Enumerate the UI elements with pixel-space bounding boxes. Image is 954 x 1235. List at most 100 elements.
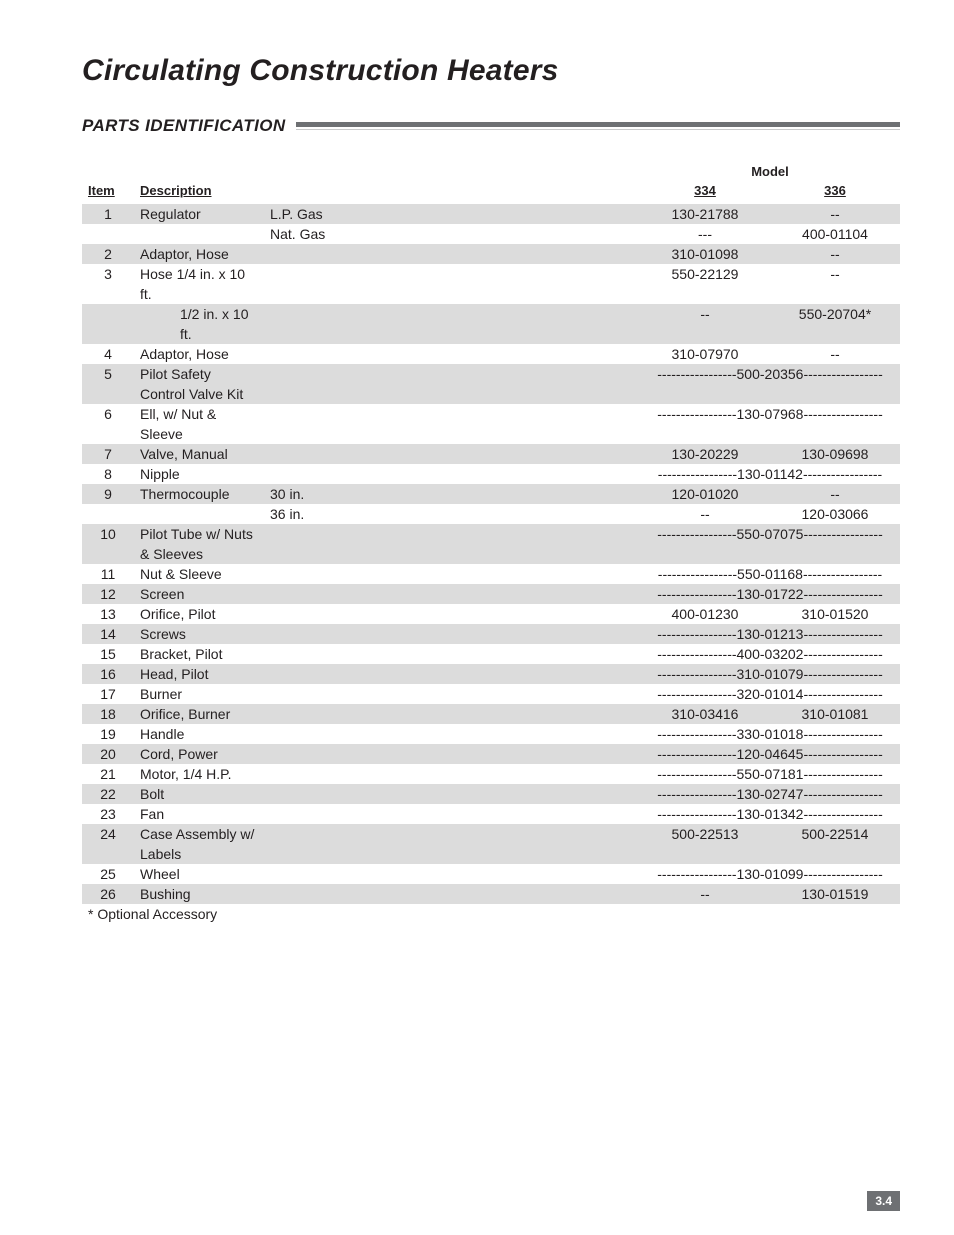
section-rule [296, 122, 901, 130]
cell-subdescription [264, 744, 640, 764]
section-title: PARTS IDENTIFICATION [82, 116, 286, 136]
footnote: * Optional Accessory [82, 904, 900, 922]
cell-item: 26 [82, 884, 134, 904]
cell-model-336: 310-01081 [770, 704, 900, 724]
cell-span-value: -----------------310-01079--------------… [640, 664, 900, 684]
cell-model-336: -- [770, 244, 900, 264]
table-model-header-row: Model [82, 164, 900, 181]
cell-span-value: -----------------130-01722--------------… [640, 584, 900, 604]
cell-model-336: 500-22514 [770, 824, 900, 864]
cell-item: 19 [82, 724, 134, 744]
cell-span-value: -----------------130-01099--------------… [640, 864, 900, 884]
cell-item [82, 224, 134, 244]
cell-subdescription [264, 444, 640, 464]
cell-description: Fan [134, 804, 264, 824]
table-row: 19Handle -----------------330-01018------… [82, 724, 900, 744]
cell-model-336: -- [770, 204, 900, 224]
cell-subdescription [264, 624, 640, 644]
cell-span-value: -----------------130-01342--------------… [640, 804, 900, 824]
table-row: 18Orifice, Burner310-03416310-01081 [82, 704, 900, 724]
table-row: 9Thermocouple30 in.120-01020-- [82, 484, 900, 504]
cell-subdescription: 36 in. [264, 504, 640, 524]
table-row: 12Screen-----------------130-01722------… [82, 584, 900, 604]
cell-subdescription [264, 864, 640, 884]
table-row: 7Valve, Manual130-20229130-09698 [82, 444, 900, 464]
cell-subdescription [264, 564, 640, 584]
cell-item: 25 [82, 864, 134, 884]
cell-item: 2 [82, 244, 134, 264]
cell-subdescription [264, 244, 640, 264]
cell-item: 1 [82, 204, 134, 224]
cell-model-334: 550-22129 [640, 264, 770, 304]
cell-description: Handle [134, 724, 264, 744]
parts-table: Model Item Description 334 336 1Regulato… [82, 164, 900, 904]
cell-item: 3 [82, 264, 134, 304]
cell-item: 13 [82, 604, 134, 624]
cell-model-334: 130-21788 [640, 204, 770, 224]
cell-description: Pilot Tube w/ Nuts & Sleeves [134, 524, 264, 564]
cell-description: Motor, 1/4 H.P. [134, 764, 264, 784]
cell-description: Valve, Manual [134, 444, 264, 464]
cell-span-value: -----------------130-02747--------------… [640, 784, 900, 804]
table-row: 11Nut & Sleeve -----------------550-01168… [82, 564, 900, 584]
cell-description [134, 504, 264, 524]
cell-item: 11 [82, 564, 134, 584]
cell-span-value: -----------------130-07968--------------… [640, 404, 900, 444]
cell-item: 15 [82, 644, 134, 664]
col-header-336: 336 [770, 181, 900, 204]
cell-subdescription [264, 524, 640, 564]
cell-subdescription [264, 584, 640, 604]
cell-model-336: -- [770, 344, 900, 364]
cell-model-336: 120-03066 [770, 504, 900, 524]
table-row: 15Bracket, Pilot-----------------400-032… [82, 644, 900, 664]
cell-span-value: -----------------320-01014--------------… [640, 684, 900, 704]
cell-model-336: -- [770, 264, 900, 304]
cell-subdescription [264, 784, 640, 804]
cell-subdescription: L.P. Gas [264, 204, 640, 224]
cell-model-336: 310-01520 [770, 604, 900, 624]
cell-description: Adaptor, Hose [134, 344, 264, 364]
cell-description: Pilot Safety Control Valve Kit [134, 364, 264, 404]
cell-description: Case Assembly w/ Labels [134, 824, 264, 864]
cell-span-value: -----------------550-01168--------------… [640, 564, 900, 584]
col-header-description: Description [134, 181, 264, 204]
cell-item [82, 504, 134, 524]
cell-subdescription [264, 684, 640, 704]
page-number: 3.4 [867, 1191, 900, 1211]
cell-item [82, 304, 134, 344]
table-row: 3Hose 1/4 in. x 10 ft. 550-22129-- [82, 264, 900, 304]
cell-subdescription [264, 604, 640, 624]
table-row: 24Case Assembly w/ Labels500-22513500-22… [82, 824, 900, 864]
cell-description: Screws [134, 624, 264, 644]
cell-description: Bolt [134, 784, 264, 804]
cell-item: 10 [82, 524, 134, 564]
table-header-row: Item Description 334 336 [82, 181, 900, 204]
cell-subdescription [264, 464, 640, 484]
cell-item: 7 [82, 444, 134, 464]
cell-item: 20 [82, 744, 134, 764]
cell-span-value: -----------------330-01018--------------… [640, 724, 900, 744]
cell-item: 8 [82, 464, 134, 484]
cell-item: 21 [82, 764, 134, 784]
cell-description: Thermocouple [134, 484, 264, 504]
table-row: 8Nipple-----------------130-01142-------… [82, 464, 900, 484]
model-header-label: Model [640, 164, 900, 181]
cell-span-value: -----------------500-20356--------------… [640, 364, 900, 404]
cell-item: 23 [82, 804, 134, 824]
cell-subdescription: 30 in. [264, 484, 640, 504]
cell-item: 22 [82, 784, 134, 804]
cell-subdescription [264, 724, 640, 744]
cell-item: 24 [82, 824, 134, 864]
cell-description: Hose 1/4 in. x 10 ft. [134, 264, 264, 304]
cell-subdescription [264, 884, 640, 904]
cell-subdescription [264, 804, 640, 824]
table-row: 21Motor, 1/4 H.P.-----------------550-07… [82, 764, 900, 784]
cell-description: Nut & Sleeve [134, 564, 264, 584]
cell-span-value: -----------------120-04645--------------… [640, 744, 900, 764]
cell-subdescription [264, 644, 640, 664]
table-row: 17Burner-----------------320-01014------… [82, 684, 900, 704]
cell-subdescription [264, 704, 640, 724]
cell-model-334: 120-01020 [640, 484, 770, 504]
cell-model-334: 400-01230 [640, 604, 770, 624]
table-row: 20Cord, Power-----------------120-04645-… [82, 744, 900, 764]
